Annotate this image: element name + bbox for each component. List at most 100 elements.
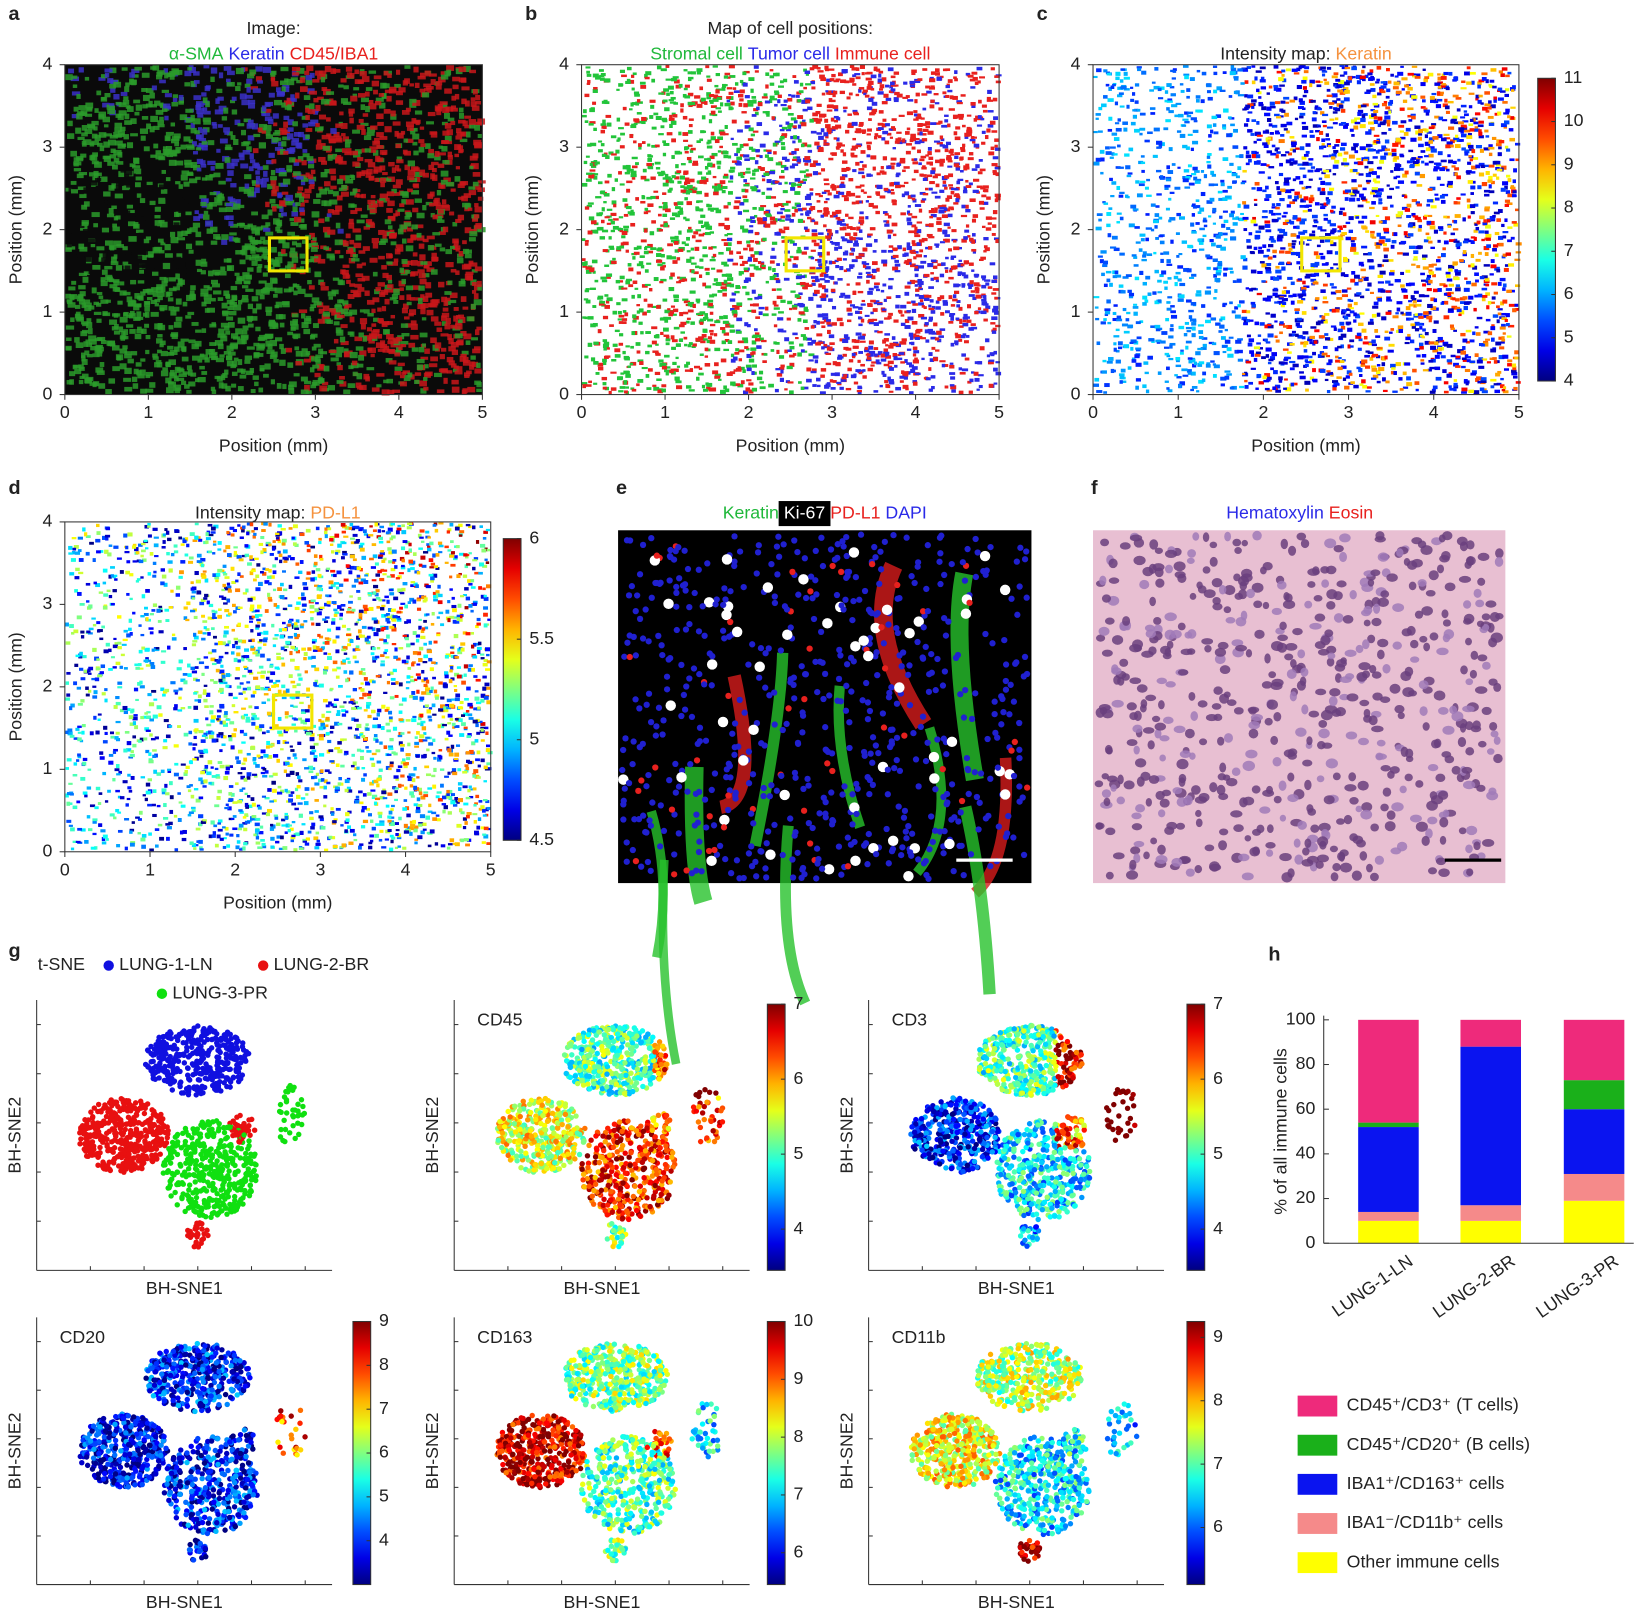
image-texture: [407, 160, 416, 167]
image-texture: [285, 194, 293, 202]
image-texture: [935, 306, 941, 310]
image-texture: [677, 276, 681, 279]
image-texture: [110, 87, 116, 93]
image-texture: [683, 87, 688, 91]
image-texture: [773, 90, 779, 93]
image-texture: [114, 140, 123, 146]
image-texture: [842, 106, 848, 109]
image-texture: [400, 191, 408, 196]
image-texture: [877, 91, 884, 95]
image-texture: [892, 266, 899, 271]
image-texture: [947, 165, 953, 168]
image-texture: [66, 233, 73, 238]
image-texture: [422, 172, 429, 178]
image-texture: [237, 338, 246, 345]
image-texture: [372, 297, 380, 303]
image-texture: [149, 200, 156, 206]
image-texture: [677, 210, 684, 215]
image-texture: [947, 213, 953, 218]
image-texture: [395, 164, 400, 171]
image-texture: [159, 116, 164, 121]
image-texture: [727, 155, 732, 159]
image-texture: [226, 258, 232, 263]
image-texture: [686, 361, 691, 365]
image-texture: [175, 273, 180, 280]
image-texture: [195, 134, 202, 140]
image-texture: [766, 114, 770, 117]
image-texture: [138, 232, 145, 238]
image-texture: [201, 371, 208, 375]
image-texture: [821, 113, 827, 117]
image-texture: [397, 228, 404, 235]
image-texture: [966, 319, 972, 323]
image-texture: [419, 88, 425, 93]
image-texture: [237, 317, 246, 324]
image-texture: [983, 318, 988, 322]
image-texture: [194, 378, 200, 383]
image-texture: [174, 142, 180, 147]
image-texture: [967, 235, 971, 238]
image-texture: [813, 320, 817, 324]
image-texture: [914, 138, 920, 141]
image-texture: [125, 324, 134, 328]
image-texture: [588, 216, 595, 221]
image-texture: [954, 193, 960, 197]
image-texture: [127, 358, 134, 364]
image-texture: [302, 240, 309, 244]
image-texture: [418, 139, 425, 144]
image-texture: [876, 362, 882, 365]
image-texture: [920, 260, 927, 264]
image-texture: [412, 183, 419, 187]
image-texture: [287, 362, 294, 368]
image-texture: [825, 352, 832, 356]
image-texture: [386, 334, 394, 340]
image-texture: [180, 262, 186, 269]
image-texture: [354, 207, 362, 212]
image-texture: [678, 230, 682, 235]
image-texture: [256, 303, 262, 310]
image-texture: [851, 67, 858, 71]
image-texture: [971, 104, 976, 108]
image-texture: [939, 328, 946, 331]
image-texture: [581, 114, 587, 118]
image-texture: [662, 177, 669, 180]
image-texture: [185, 211, 192, 216]
image-texture: [329, 308, 337, 313]
image-texture: [144, 224, 152, 230]
image-texture: [599, 212, 604, 215]
image-texture: [436, 81, 443, 86]
image-texture: [906, 210, 911, 215]
image-texture: [259, 334, 268, 341]
image-texture: [692, 162, 699, 166]
legend-entry: CD45/IBA1: [290, 43, 379, 63]
image-texture: [303, 95, 311, 100]
image-texture: [308, 90, 317, 95]
image-texture: [281, 102, 286, 108]
image-texture: [181, 356, 189, 362]
image-texture: [735, 196, 742, 199]
image-texture: [362, 336, 367, 342]
image-texture: [314, 372, 321, 378]
image-texture: [984, 247, 990, 252]
image-texture: [645, 245, 651, 249]
image-texture: [819, 254, 823, 258]
image-texture: [284, 347, 293, 353]
image-texture: [371, 323, 377, 327]
image-texture: [430, 337, 437, 344]
image-texture: [233, 304, 242, 311]
image-texture: [361, 129, 366, 135]
image-texture: [689, 256, 695, 260]
image-texture: [258, 387, 264, 393]
image-texture: [926, 90, 932, 94]
image-texture: [86, 342, 93, 347]
image-texture: [704, 192, 709, 197]
image-texture: [913, 110, 918, 113]
image-texture: [96, 346, 101, 352]
image-texture: [128, 209, 135, 214]
image-texture: [415, 176, 421, 183]
image-texture: [900, 322, 906, 326]
image-texture: [895, 184, 901, 189]
image-texture: [756, 106, 760, 111]
image-texture: [193, 118, 201, 125]
image-texture: [118, 326, 124, 333]
